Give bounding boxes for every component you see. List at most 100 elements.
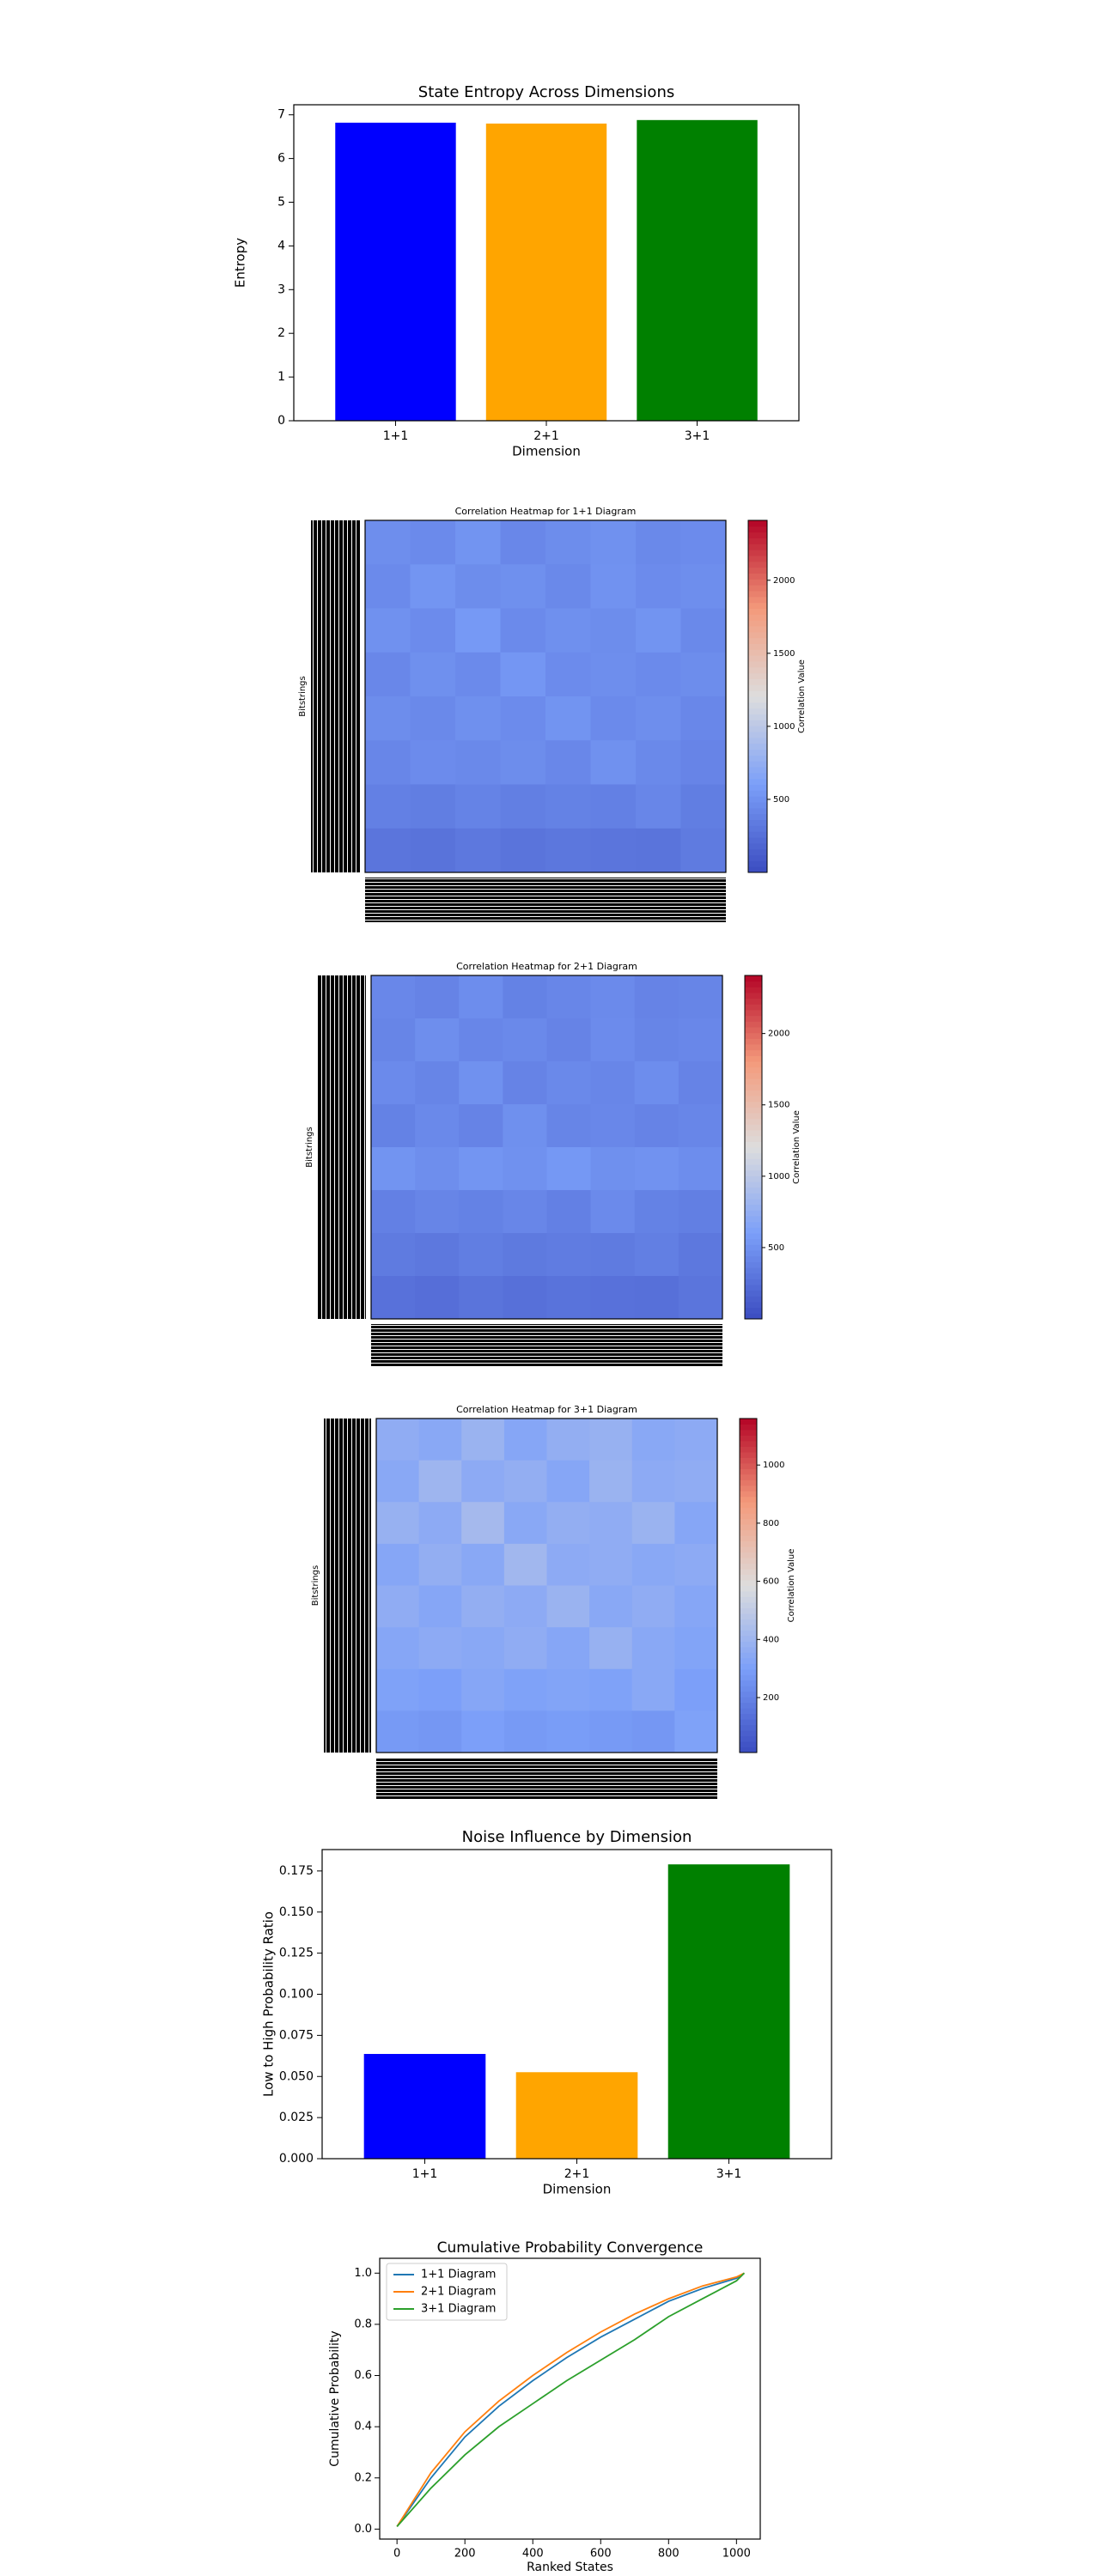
colorbar-slice bbox=[748, 684, 767, 691]
x-tick-label: 400 bbox=[522, 2548, 544, 2561]
colorbar-slice bbox=[745, 1199, 762, 1206]
axes-frame bbox=[293, 104, 800, 422]
colorbar-slice bbox=[740, 1719, 757, 1726]
y-tick-label: 3 bbox=[277, 283, 285, 296]
heatmap-cell bbox=[503, 1276, 547, 1320]
colorbar-slice bbox=[748, 726, 767, 732]
colorbar-slice bbox=[748, 655, 767, 662]
colorbar-slice bbox=[740, 1635, 757, 1642]
heatmap-cell bbox=[546, 975, 592, 1019]
heatmap-cell bbox=[459, 1104, 503, 1148]
colorbar-slice bbox=[745, 1193, 762, 1200]
colorbar-slice bbox=[748, 596, 767, 604]
colorbar-slice bbox=[745, 1124, 762, 1131]
heatmap-cell bbox=[545, 564, 591, 609]
colorbar-slice bbox=[740, 1747, 757, 1753]
colorbar-slice bbox=[745, 1084, 762, 1091]
heatmap-cell bbox=[590, 1018, 636, 1062]
heatmap-cell bbox=[371, 975, 416, 1019]
heatmap-cell bbox=[680, 608, 727, 653]
heatmap-cell bbox=[459, 975, 503, 1019]
colorbar-slice bbox=[745, 1227, 762, 1234]
colorbar-slice bbox=[748, 544, 767, 550]
colorbar-slice bbox=[740, 1419, 757, 1425]
colorbar-slice bbox=[745, 1044, 762, 1051]
heatmap-cell bbox=[631, 1460, 675, 1503]
heatmap-cell bbox=[415, 1104, 460, 1148]
heatmap-cell bbox=[590, 1233, 636, 1277]
colorbar-slice bbox=[740, 1485, 757, 1492]
heatmap-cell bbox=[365, 784, 411, 829]
colorbar-tick-label: 1500 bbox=[768, 1101, 789, 1110]
y-tick-label: 0.000 bbox=[279, 2152, 314, 2166]
heatmap-cell bbox=[678, 1233, 723, 1277]
heatmap-cell bbox=[636, 784, 681, 829]
y-tick-label: 0.2 bbox=[354, 2471, 372, 2484]
heatmap-cell bbox=[365, 608, 411, 653]
colorbar-tick-label: 2000 bbox=[768, 1030, 789, 1039]
colorbar-slice bbox=[748, 520, 767, 527]
heatmap-cell bbox=[636, 696, 681, 741]
colorbar-slice bbox=[748, 837, 767, 844]
heatmap-cell bbox=[418, 1668, 462, 1711]
heatmap-cell bbox=[455, 608, 501, 653]
colorbar-slice bbox=[748, 526, 767, 533]
heatmap-cell bbox=[455, 696, 501, 741]
heatmap-cell bbox=[410, 828, 456, 873]
heatmap-cell bbox=[461, 1627, 505, 1670]
colorbar-slice bbox=[745, 1101, 762, 1108]
heatmap-cell bbox=[589, 1543, 633, 1586]
heatmap-cell bbox=[461, 1585, 505, 1628]
colorbar-slice bbox=[740, 1713, 757, 1720]
heatmap-cell bbox=[546, 1419, 590, 1461]
chart-title: Correlation Heatmap for 2+1 Diagram bbox=[456, 961, 637, 972]
colorbar-slice bbox=[748, 567, 767, 574]
heatmap-cell bbox=[546, 1018, 592, 1062]
colorbar-label: Correlation Value bbox=[787, 1549, 796, 1623]
heatmap-cell bbox=[546, 1502, 590, 1545]
y-tick-label: 0.8 bbox=[354, 2318, 372, 2330]
colorbar-slice bbox=[748, 602, 767, 609]
y-tick-label: 1.0 bbox=[354, 2267, 372, 2280]
colorbar-slice bbox=[748, 666, 767, 674]
colorbar-slice bbox=[740, 1652, 757, 1659]
heatmap-cell bbox=[503, 1627, 547, 1670]
colorbar-slice bbox=[748, 714, 767, 720]
heatmap-cell bbox=[418, 1627, 462, 1670]
colorbar-slice bbox=[745, 1267, 762, 1274]
colorbar-frame bbox=[739, 1418, 758, 1753]
colorbar-slice bbox=[748, 749, 767, 756]
colorbar-slice bbox=[748, 661, 767, 668]
colorbar-slice bbox=[745, 1307, 762, 1314]
colorbar-slice bbox=[745, 1302, 762, 1309]
colorbar-slice bbox=[740, 1473, 757, 1480]
heatmap-cell bbox=[500, 696, 546, 741]
heatmap-cell bbox=[634, 1190, 679, 1234]
colorbar-slice bbox=[745, 1290, 762, 1297]
axes-frame bbox=[321, 1849, 832, 2160]
heatmap-cell bbox=[546, 1190, 592, 1234]
heatmap-cell bbox=[545, 740, 591, 785]
y-axis-label: Entropy bbox=[233, 238, 248, 288]
y-bitstring-labels bbox=[311, 520, 361, 872]
heatmap-cell bbox=[415, 1147, 460, 1191]
heatmap-cell bbox=[678, 1018, 723, 1062]
heatmap-cell bbox=[503, 1018, 547, 1062]
x-bitstring-labels bbox=[371, 1324, 722, 1367]
colorbar-label: Correlation Value bbox=[797, 659, 807, 733]
colorbar-slice bbox=[745, 1182, 762, 1188]
colorbar-slice bbox=[745, 1204, 762, 1211]
colorbar-slice bbox=[748, 696, 767, 703]
heatmap-cell bbox=[415, 1190, 460, 1234]
colorbar-slice bbox=[748, 755, 767, 762]
y-tick-label: 0.150 bbox=[279, 1905, 314, 1919]
heatmap-cell bbox=[590, 696, 637, 741]
axes-frame bbox=[370, 975, 723, 1320]
heatmap-cell bbox=[410, 608, 456, 653]
heatmap-cell bbox=[455, 740, 501, 785]
heatmap-cell bbox=[678, 975, 723, 1019]
colorbar-slice bbox=[740, 1674, 757, 1681]
heatmap-cell bbox=[365, 696, 411, 741]
heatmap-cell bbox=[631, 1543, 675, 1586]
heatmap-cell bbox=[674, 1419, 718, 1461]
